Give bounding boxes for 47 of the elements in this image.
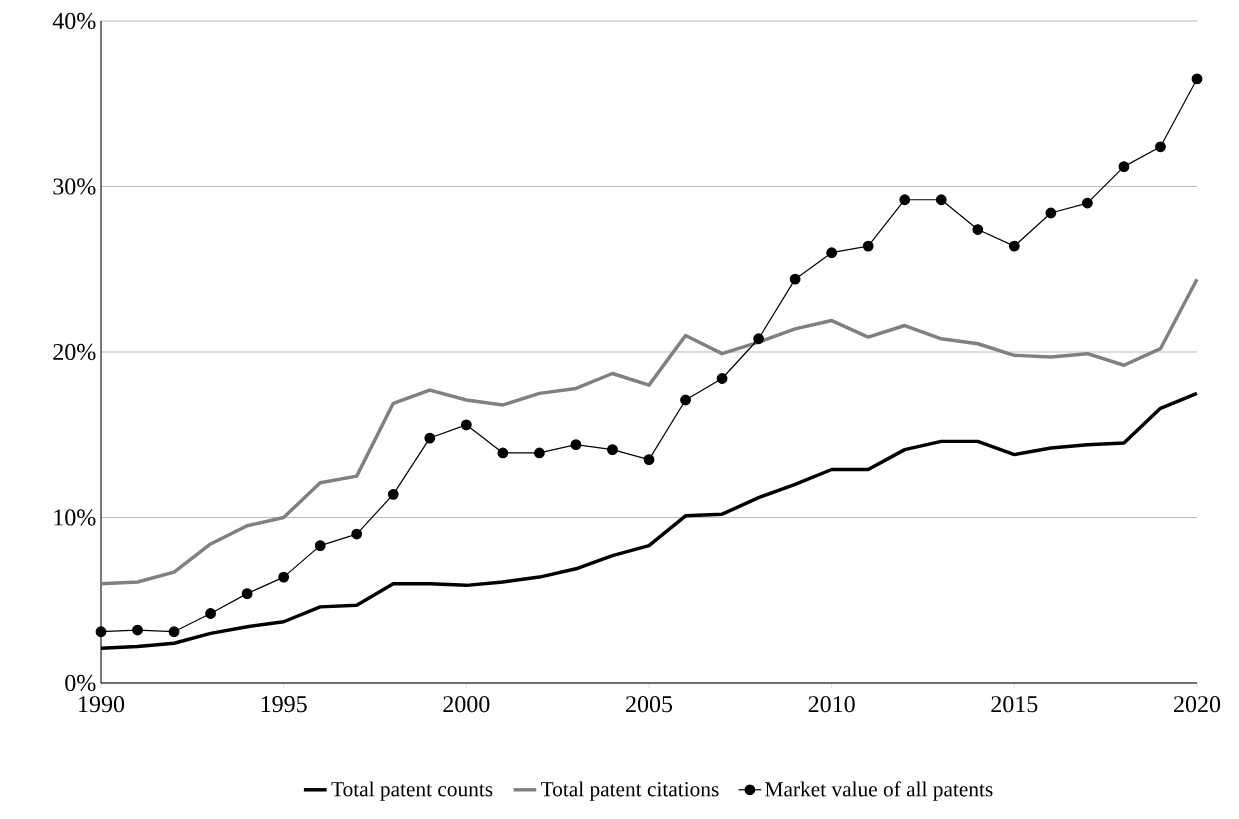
point <box>1155 141 1166 153</box>
point <box>789 273 801 285</box>
point <box>534 447 545 459</box>
point <box>460 419 472 431</box>
y-tick-label: 40% <box>52 12 96 30</box>
point <box>1118 161 1130 173</box>
point <box>753 333 764 345</box>
x-tick-label: 1990 <box>79 696 125 713</box>
point <box>1008 240 1020 252</box>
point <box>607 444 618 456</box>
y-tick-label: 10% <box>54 509 96 526</box>
point <box>1045 207 1057 219</box>
point <box>826 247 838 259</box>
point <box>497 447 509 459</box>
x-tick-label: 2010 <box>808 696 855 713</box>
point <box>680 394 691 406</box>
point <box>1191 73 1203 85</box>
point <box>716 373 728 384</box>
point <box>132 624 143 636</box>
point <box>899 194 911 206</box>
point <box>972 224 984 235</box>
point <box>643 454 655 465</box>
point <box>862 240 874 252</box>
x-tick-label: 2000 <box>443 696 490 713</box>
legend-label: Market value of all patents <box>765 781 993 801</box>
y-tick-label: 30% <box>53 178 96 195</box>
point <box>314 540 326 552</box>
point <box>424 432 436 444</box>
legend-label: Total patent citations <box>541 781 719 801</box>
x-tick-label: 2005 <box>626 696 673 713</box>
point <box>278 571 290 583</box>
legend-label: Total patent counts <box>331 781 493 801</box>
x-tick-label: 2015 <box>991 696 1038 713</box>
point <box>387 488 399 500</box>
point <box>935 194 947 206</box>
point <box>351 528 363 540</box>
point <box>205 608 216 619</box>
point <box>241 588 253 600</box>
point <box>1082 197 1093 209</box>
point <box>570 439 582 451</box>
x-tick-label: 1995 <box>261 696 307 713</box>
y-tick-label: 0% <box>65 674 96 692</box>
x-tick-label: 2020 <box>1174 696 1221 713</box>
point <box>168 626 180 638</box>
y-tick-label: 20% <box>53 343 96 361</box>
line-series <box>99 277 1199 586</box>
point <box>95 626 107 638</box>
